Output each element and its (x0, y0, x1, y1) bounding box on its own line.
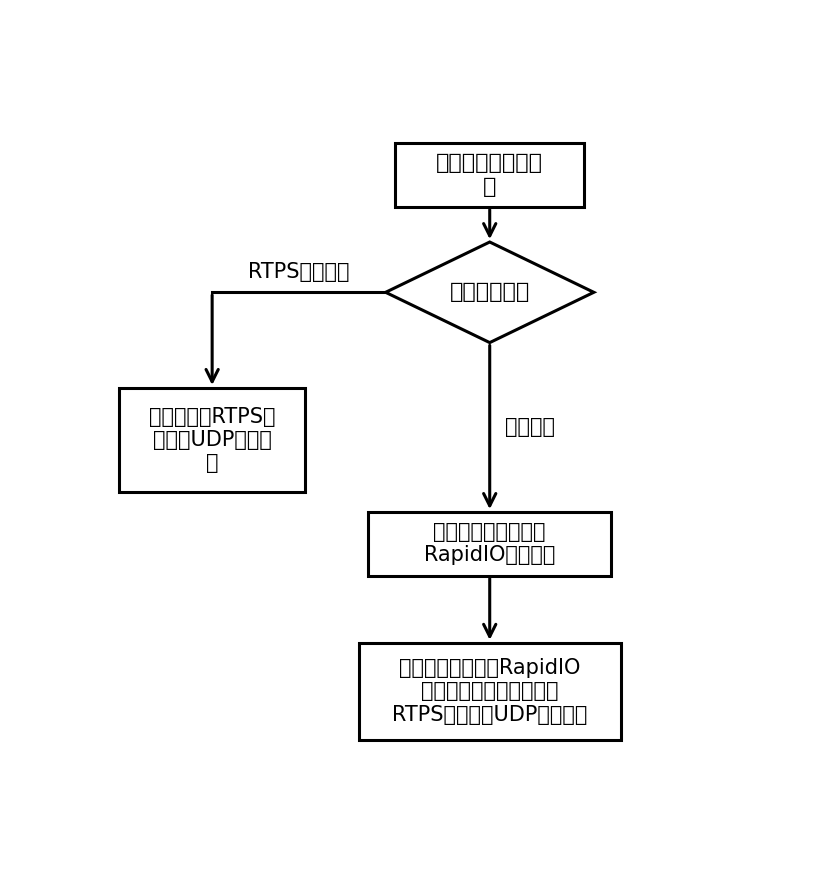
Text: RTPS协议消息: RTPS协议消息 (248, 262, 350, 282)
Text: 业务消息: 业务消息 (505, 417, 555, 437)
Bar (395, 143, 584, 206)
Text: 将业务消息已写入RapidIO
总线端口的通知数据写入
RTPS协议公共UDP广播端口: 将业务消息已写入RapidIO 总线端口的通知数据写入 RTPS协议公共UDP广… (392, 658, 588, 725)
Text: 将业务消息数据写入
RapidIO总线端口: 将业务消息数据写入 RapidIO总线端口 (424, 523, 555, 565)
Text: 待发送的消息数据
包: 待发送的消息数据 包 (436, 153, 543, 197)
Bar (119, 388, 305, 492)
Bar (359, 643, 620, 740)
Bar (368, 512, 611, 576)
Polygon shape (386, 242, 594, 342)
Text: 将数据写入RTPS协
议公共UDP广播端
口: 将数据写入RTPS协 议公共UDP广播端 口 (149, 407, 275, 473)
Text: 判定消息类型: 判定消息类型 (449, 282, 530, 302)
